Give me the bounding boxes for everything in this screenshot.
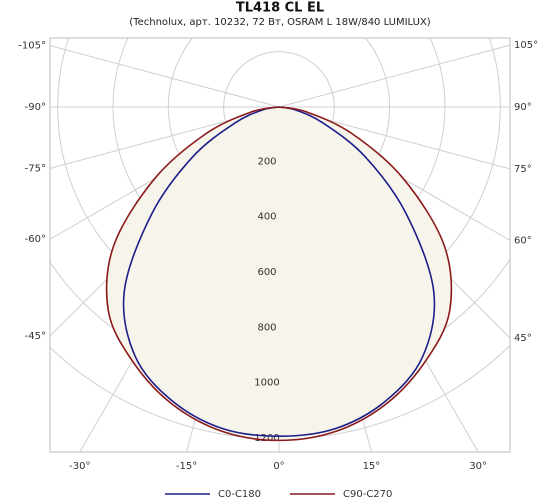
angle-tick-label: -105°	[18, 41, 46, 52]
angle-tick-label: 60°	[514, 235, 532, 246]
curve	[105, 106, 453, 442]
curve-area	[106, 107, 452, 441]
angle-tick-label: 15°	[363, 461, 381, 472]
r-tick-label: 1000	[254, 378, 279, 389]
r-tick-label: 200	[257, 156, 276, 167]
angle-tick-label: 30°	[469, 461, 487, 472]
frame	[49, 37, 511, 453]
angle-tick-label: -90°	[25, 102, 46, 113]
grid-line	[50, 45, 280, 108]
angle-tick-label: -75°	[25, 163, 46, 174]
r-tick-label: 800	[257, 322, 276, 333]
angle-tick-label: 105°	[514, 40, 538, 51]
r-tick-label: 400	[257, 212, 276, 223]
r-tick-label: 600	[257, 267, 276, 278]
angle-tick-label: -60°	[25, 234, 46, 245]
grid-line	[278, 44, 510, 108]
angle-tick-label: 75°	[514, 164, 532, 175]
legend-label: C90-C270	[343, 489, 392, 500]
chart-title: TL418 CL EL	[236, 1, 324, 16]
r-tick-label: 1200	[254, 433, 279, 444]
angle-tick-label: -15°	[176, 461, 197, 472]
angle-tick-label: 45°	[514, 333, 532, 344]
chart-subtitle: (Technolux, арт. 10232, 72 Вт, OSRAM L 1…	[129, 17, 431, 28]
angle-tick-label: 90°	[514, 102, 532, 113]
plot-area: 200 400 600 800 1000 1200	[50, 38, 510, 452]
angle-tick-label: 0°	[273, 461, 284, 472]
curve	[122, 106, 436, 438]
angle-tick-label: -45°	[25, 331, 46, 342]
angle-tick-label: -30°	[69, 461, 90, 472]
legend-label: C0-C180	[218, 489, 261, 500]
